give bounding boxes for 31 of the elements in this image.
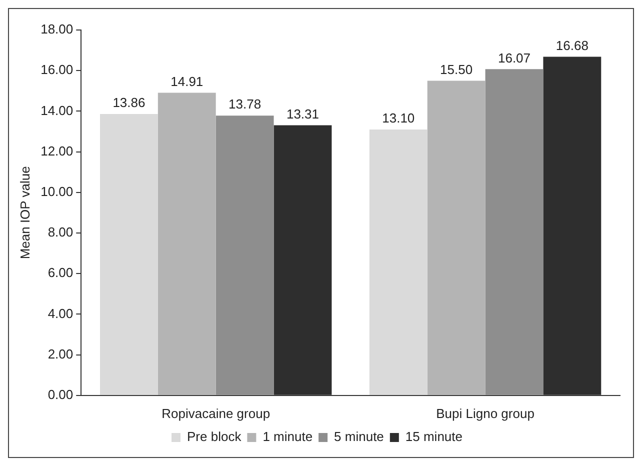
y-tick-label: 2.00 — [48, 346, 74, 362]
legend-label: Pre block — [187, 429, 242, 444]
data-label: 16.07 — [498, 50, 531, 66]
y-tick-label: 10.00 — [40, 184, 74, 199]
bar — [216, 116, 274, 395]
bar — [158, 92, 216, 395]
y-tick-label: 14.00 — [40, 102, 74, 118]
x-tick-label: Ropivacaine group — [162, 406, 270, 421]
data-label: 13.10 — [382, 110, 415, 126]
data-label: 16.68 — [556, 38, 588, 53]
data-label: 13.78 — [228, 96, 262, 112]
data-label: 13.86 — [112, 95, 146, 110]
data-label: 15.50 — [440, 62, 473, 77]
legend-label: 5 minute — [334, 429, 384, 444]
bar — [100, 114, 158, 395]
y-tick-label: 8.00 — [48, 224, 74, 240]
legend-label: 15 minute — [405, 429, 463, 444]
bar — [369, 129, 428, 395]
legend-label: 1 minute — [262, 429, 313, 444]
y-tick-label: 18.00 — [40, 22, 74, 37]
x-tick-label: Bupi Ligno group — [436, 406, 534, 421]
bar — [485, 69, 544, 395]
bar — [427, 80, 486, 395]
data-label: 13.31 — [286, 106, 320, 122]
y-tick-label: 0.00 — [48, 386, 74, 402]
y-axis-title: Mean IOP value — [17, 166, 32, 260]
y-tick-label: 16.00 — [40, 62, 74, 78]
y-tick-label: 4.00 — [48, 306, 74, 321]
y-tick-label: 6.00 — [48, 265, 74, 280]
y-tick-label: 12.00 — [40, 143, 74, 158]
data-label: 14.91 — [170, 74, 204, 89]
